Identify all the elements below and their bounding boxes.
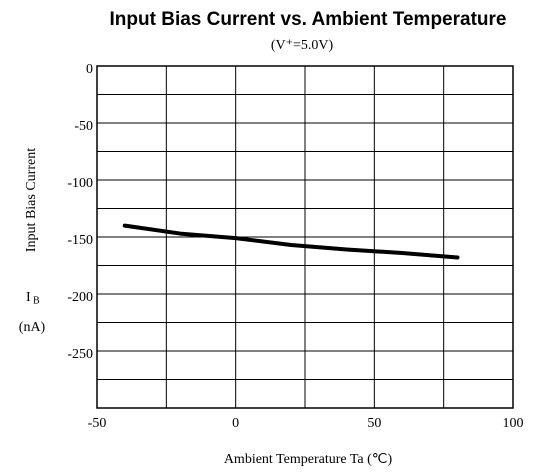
y-tick-label: 0 [86, 62, 93, 77]
y-axis-label: Input Bias Current [24, 148, 39, 252]
y-tick-label: -250 [67, 347, 93, 362]
y-tick-label: -100 [67, 176, 93, 191]
x-axis-label: Ambient Temperature Ta (℃) [224, 452, 393, 467]
chart-title: Input Bias Current vs. Ambient Temperatu… [110, 9, 507, 30]
x-tick-label: 100 [503, 416, 524, 431]
x-tick-label: 0 [232, 416, 239, 431]
y-tick-label: -150 [67, 233, 93, 248]
chart-subtitle: (V⁺=5.0V) [271, 38, 334, 53]
x-tick-label: 50 [367, 416, 381, 431]
y-tick-label: -50 [74, 119, 93, 134]
data-line [122, 223, 460, 260]
x-tick-label: -50 [88, 416, 107, 431]
y-symbol: I [26, 290, 31, 305]
y-symbol-subscript: B [33, 295, 40, 306]
y-unit: (nA) [19, 320, 46, 335]
y-tick-label: -200 [67, 290, 93, 305]
